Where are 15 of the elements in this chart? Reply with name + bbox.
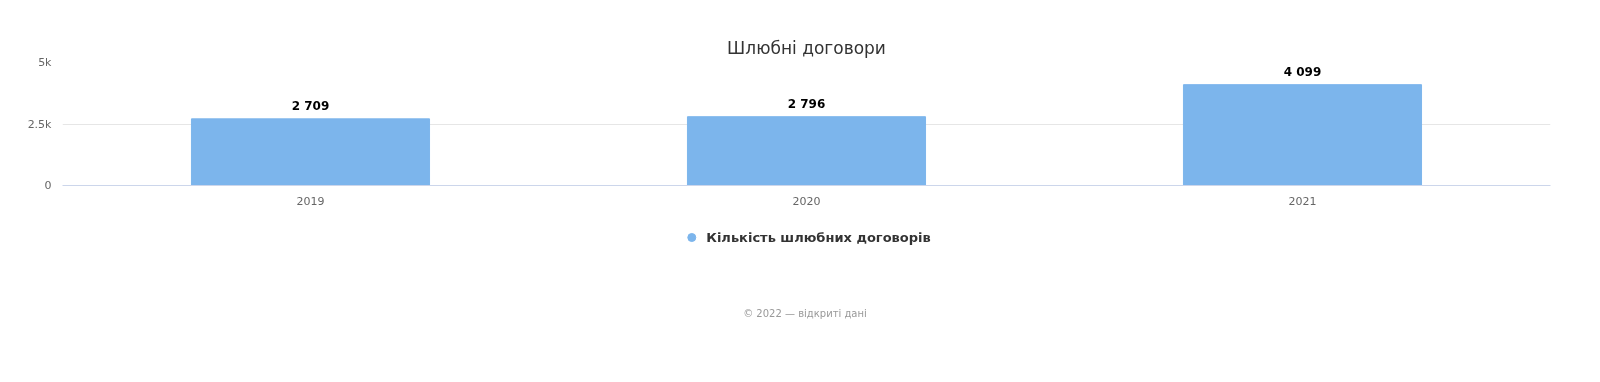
x-tick-label: 2021: [1288, 194, 1317, 208]
x-tick-label: 2019: [296, 194, 325, 208]
y-tick-label: 2.5k: [27, 117, 53, 131]
bar: [190, 118, 431, 186]
data-label: 4 099: [1283, 64, 1322, 79]
data-label: 2 796: [787, 96, 826, 111]
x-tick-label: 2020: [792, 194, 821, 208]
bar: [1182, 84, 1423, 186]
data-label: 2 709: [291, 98, 330, 113]
chart-title: Шлюбні договори: [727, 37, 886, 58]
text: © 2022 — відкриті дані: [743, 307, 867, 321]
y-tick-label: 5k: [38, 56, 53, 69]
y-tick-label: 0: [44, 179, 52, 192]
bar: [686, 116, 927, 186]
legend-label: Кількість шлюбних договорів: [706, 229, 931, 245]
